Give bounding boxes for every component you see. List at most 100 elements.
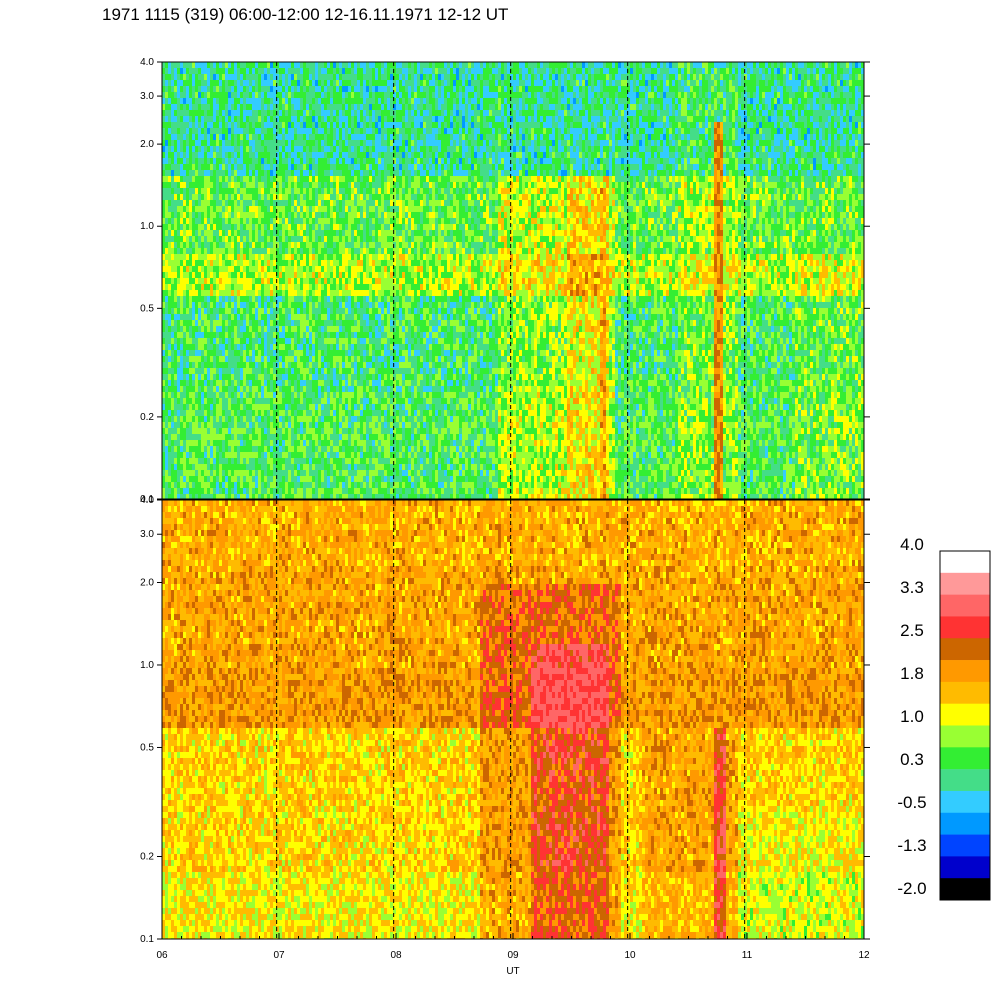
heat-cell: [207, 164, 210, 170]
heat-cell: [246, 134, 249, 140]
heat-cell: [189, 68, 192, 74]
heat-cell: [267, 200, 270, 206]
heat-cell: [177, 380, 180, 386]
heat-cell: [336, 362, 339, 368]
heat-cell: [330, 416, 333, 422]
heat-cell: [243, 302, 246, 308]
heat-cell: [300, 404, 303, 410]
heat-cell: [321, 188, 324, 194]
heat-cell: [222, 242, 225, 248]
heat-cell: [261, 182, 264, 188]
heat-cell: [279, 158, 282, 164]
heat-cell: [195, 392, 198, 398]
heat-cell: [354, 176, 357, 182]
heat-cell: [282, 176, 285, 182]
heat-cell: [162, 452, 165, 458]
heat-cell: [165, 452, 168, 458]
heat-cell: [363, 446, 366, 452]
heat-cell: [255, 110, 258, 116]
heat-cell: [177, 458, 180, 464]
heat-cell: [339, 464, 342, 470]
heat-cell: [246, 104, 249, 110]
heat-cell: [360, 422, 363, 428]
heat-cell: [234, 410, 237, 416]
heat-cell: [207, 146, 210, 152]
heat-cell: [252, 266, 255, 272]
heat-cell: [264, 344, 267, 350]
heat-cell: [219, 494, 222, 499]
heat-cell: [183, 278, 186, 284]
heat-cell: [321, 134, 324, 140]
heat-cell: [189, 398, 192, 404]
heat-cell: [225, 68, 228, 74]
heat-cell: [195, 230, 198, 236]
heat-cell: [288, 458, 291, 464]
heat-cell: [219, 182, 222, 188]
heat-cell: [225, 332, 228, 338]
heat-cell: [213, 326, 216, 332]
heat-cell: [339, 374, 342, 380]
heat-cell: [294, 242, 297, 248]
heat-cell: [273, 254, 276, 260]
heat-cell: [321, 104, 324, 110]
heat-cell: [297, 422, 300, 428]
heat-cell: [240, 230, 243, 236]
heat-cell: [216, 356, 219, 362]
heat-cell: [357, 98, 360, 104]
heat-cell: [264, 224, 267, 230]
heat-cell: [171, 326, 174, 332]
heat-cell: [276, 92, 279, 98]
heat-cell: [264, 194, 267, 200]
heat-cell: [192, 326, 195, 332]
heat-cell: [186, 158, 189, 164]
heat-cell: [279, 248, 282, 254]
heat-cell: [243, 116, 246, 122]
heat-cell: [195, 242, 198, 248]
heat-cell: [324, 446, 327, 452]
heat-cell: [303, 278, 306, 284]
heat-cell: [282, 248, 285, 254]
heat-cell: [252, 470, 255, 476]
heat-cell: [252, 452, 255, 458]
heat-cell: [330, 290, 333, 296]
heat-cell: [354, 476, 357, 482]
heat-cell: [162, 494, 165, 499]
heat-cell: [285, 482, 288, 488]
heat-cell: [312, 176, 315, 182]
heat-cell: [351, 398, 354, 404]
heat-cell: [234, 92, 237, 98]
heat-cell: [270, 338, 273, 344]
heat-cell: [267, 482, 270, 488]
heat-cell: [270, 236, 273, 242]
heat-cell: [309, 62, 312, 68]
heat-cell: [240, 80, 243, 86]
heat-cell: [351, 242, 354, 248]
heat-cell: [168, 260, 171, 266]
heat-cell: [246, 98, 249, 104]
heat-cell: [336, 458, 339, 464]
heat-cell: [240, 254, 243, 260]
heat-cell: [288, 482, 291, 488]
heat-cell: [294, 362, 297, 368]
heat-cell: [219, 260, 222, 266]
heat-cell: [288, 86, 291, 92]
heat-cell: [162, 176, 165, 182]
heat-cell: [237, 272, 240, 278]
heat-cell: [183, 104, 186, 110]
heat-cell: [255, 272, 258, 278]
heat-cell: [258, 134, 261, 140]
heat-cell: [243, 176, 246, 182]
heat-cell: [168, 302, 171, 308]
heat-cell: [303, 314, 306, 320]
heat-cell: [342, 386, 345, 392]
heat-cell: [234, 422, 237, 428]
heat-cell: [228, 254, 231, 260]
heat-cell: [216, 434, 219, 440]
heat-cell: [345, 128, 348, 134]
heat-cell: [276, 284, 279, 290]
heat-cell: [342, 356, 345, 362]
heat-cell: [324, 110, 327, 116]
heat-cell: [327, 254, 330, 260]
heat-cell: [363, 302, 366, 308]
heat-cell: [186, 470, 189, 476]
